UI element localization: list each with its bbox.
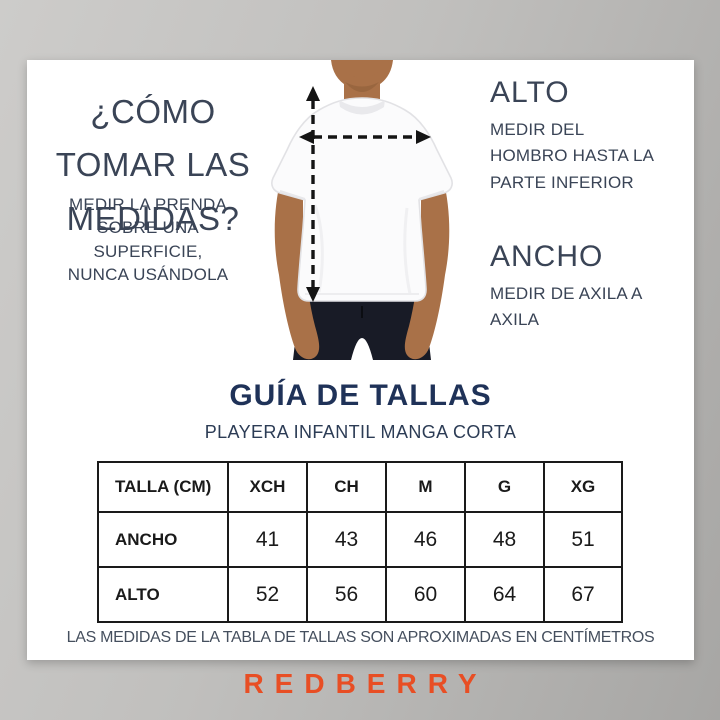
ancho-measure-arrow: [299, 130, 431, 144]
table-header-cell: XG: [543, 461, 623, 513]
table-header-cell: G: [464, 461, 545, 513]
jeans-graphic: [293, 290, 431, 360]
row-label: ALTO: [97, 566, 229, 623]
alto-label: ALTO: [490, 76, 570, 109]
alto-measure-block: ALTO MEDIR DEL HOMBRO HASTA LA PARTE INF…: [490, 76, 685, 196]
table-cell: 67: [543, 566, 623, 623]
table-cell: 56: [306, 566, 387, 623]
how-to-title: ¿CÓMO TOMAR LAS MEDIDAS?: [55, 93, 251, 237]
ancho-measure-block: ANCHO MEDIR DE AXILA A AXILA: [490, 240, 685, 334]
table-cell: 46: [385, 511, 466, 568]
how-to-note: MEDIR LA PRENDA SOBRE UNA SUPERFICIE, NU…: [67, 195, 229, 285]
table-row-alto: ALTO 52 56 60 64 67: [97, 566, 623, 623]
size-guide-footnote: LAS MEDIDAS DE LA TABLA DE TALLAS SON AP…: [66, 629, 655, 646]
size-table-header-row: TALLA (CM) XCH CH M G XG: [97, 461, 623, 513]
table-cell: 60: [385, 566, 466, 623]
table-header-cell: TALLA (CM): [97, 461, 229, 513]
table-cell: 51: [543, 511, 623, 568]
tshirt-graphic: [271, 97, 453, 302]
arms-graphic: [274, 178, 450, 360]
table-cell: 43: [306, 511, 387, 568]
size-guide-card: ¿CÓMO TOMAR LAS MEDIDAS? MEDIR LA PRENDA…: [27, 60, 694, 660]
table-cell: 41: [227, 511, 308, 568]
row-label: ANCHO: [97, 511, 229, 568]
child-tshirt-photo: [271, 60, 453, 360]
ancho-label: ANCHO: [490, 240, 604, 273]
table-header-cell: XCH: [227, 461, 308, 513]
table-header-cell: CH: [306, 461, 387, 513]
table-cell: 48: [464, 511, 545, 568]
table-cell: 52: [227, 566, 308, 623]
table-cell: 64: [464, 566, 545, 623]
alto-description: MEDIR DEL HOMBRO HASTA LA PARTE INFERIOR: [490, 120, 654, 192]
brand-logo: REDBERRY: [243, 668, 488, 699]
size-guide-title: GUÍA DE TALLAS: [229, 379, 492, 412]
size-table: TALLA (CM) XCH CH M G XG ANCHO 41 43 46 …: [97, 461, 623, 623]
table-row-ancho: ANCHO 41 43 46 48 51: [97, 511, 623, 568]
size-guide-subtitle: PLAYERA INFANTIL MANGA CORTA: [204, 422, 517, 442]
ancho-description: MEDIR DE AXILA A AXILA: [490, 284, 642, 330]
table-header-cell: M: [385, 461, 466, 513]
